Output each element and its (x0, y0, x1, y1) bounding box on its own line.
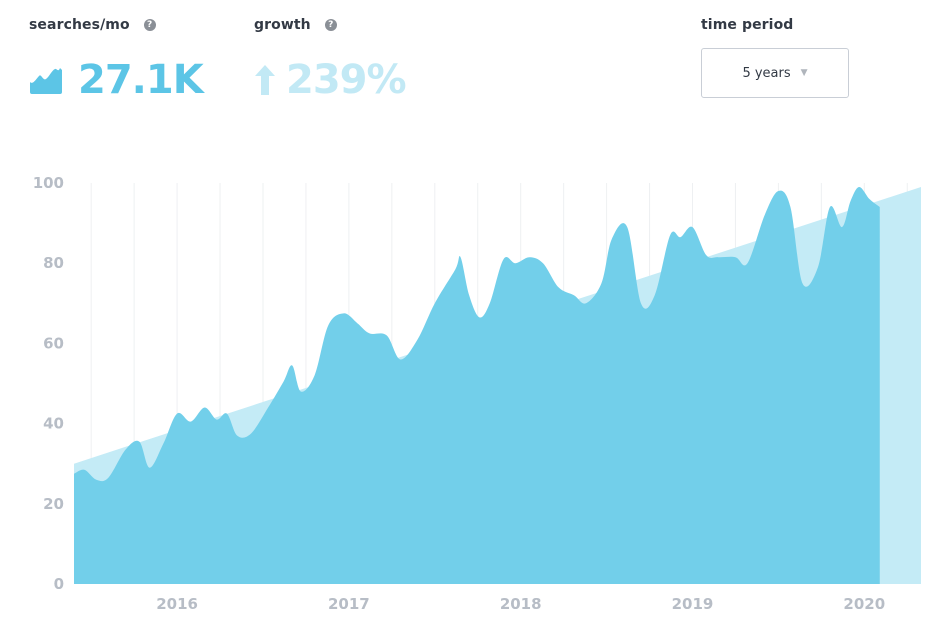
searches-label: searches/mo ? (29, 17, 156, 33)
growth-label: growth ? (254, 17, 337, 33)
wave-icon (30, 68, 62, 94)
y-tick-label: 100 (33, 174, 64, 192)
x-tick-label: 2019 (672, 595, 714, 613)
x-tick-label: 2018 (500, 595, 542, 613)
time-period-selected: 5 years (742, 65, 791, 81)
y-tick-label: 40 (43, 415, 64, 433)
y-axis: 0 20 40 60 80 100 (33, 174, 64, 593)
chevron-down-icon: ▼ (800, 68, 808, 78)
x-axis: 2016 2017 2018 2019 2020 (156, 595, 885, 613)
y-tick-label: 80 (43, 254, 64, 272)
x-tick-label: 2020 (843, 595, 885, 613)
growth-label-text: growth (254, 17, 311, 33)
time-period-label: time period (701, 17, 794, 33)
arrow-up-icon (255, 65, 275, 95)
y-tick-label: 0 (54, 575, 64, 593)
data-area (74, 187, 880, 585)
searches-help-icon[interactable]: ? (143, 19, 156, 31)
y-tick-label: 60 (43, 334, 64, 352)
searches-label-text: searches/mo (29, 17, 130, 33)
time-period-select[interactable]: 5 years ▼ (701, 48, 849, 98)
y-tick-label: 20 (43, 495, 64, 513)
growth-value: 239% (286, 57, 407, 103)
x-tick-label: 2017 (328, 595, 370, 613)
searches-value: 27.1K (78, 57, 204, 103)
x-tick-label: 2016 (156, 595, 198, 613)
growth-help-icon[interactable]: ? (324, 19, 337, 31)
